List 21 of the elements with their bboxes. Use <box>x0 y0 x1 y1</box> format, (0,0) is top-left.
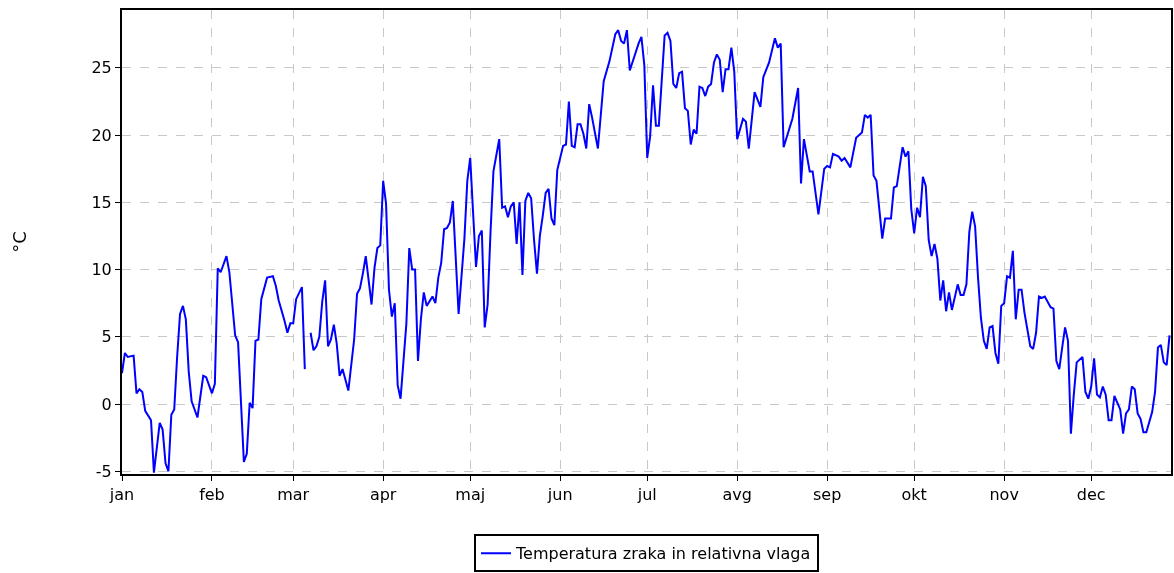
y-tick-label: -5 <box>95 461 112 481</box>
x-tick-label: feb <box>199 485 225 505</box>
x-tick-label: sep <box>812 485 842 505</box>
x-tick-label: dec <box>1076 485 1106 505</box>
x-tick-label: jul <box>636 485 657 505</box>
x-tick-label: avg <box>722 485 752 505</box>
x-tick-label: maj <box>455 485 486 505</box>
y-tick-label: 25 <box>91 58 112 78</box>
y-tick-label: 15 <box>91 192 112 212</box>
y-tick-label: 10 <box>91 260 112 280</box>
y-tick-label: 0 <box>101 394 112 414</box>
x-tick-label: okt <box>901 485 927 505</box>
x-tick-label: jan <box>108 485 135 505</box>
x-tick-label: mar <box>277 485 310 505</box>
y-axis-title: °C <box>9 231 31 253</box>
x-tick-label: nov <box>989 485 1019 505</box>
y-tick-label: 5 <box>101 327 112 347</box>
x-tick-label: apr <box>369 485 397 505</box>
y-tick-label: 20 <box>91 125 112 145</box>
x-tick-label: jun <box>546 485 573 505</box>
legend-label: Temperatura zraka in relativna vlaga <box>515 544 811 564</box>
